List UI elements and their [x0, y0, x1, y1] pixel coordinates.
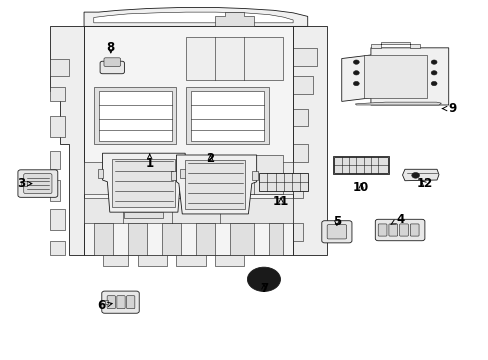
Text: 7: 7 — [259, 283, 267, 296]
FancyBboxPatch shape — [18, 170, 58, 197]
FancyBboxPatch shape — [117, 296, 125, 309]
Polygon shape — [94, 87, 176, 144]
Polygon shape — [50, 26, 84, 255]
Text: 11: 11 — [272, 195, 288, 208]
Text: 6: 6 — [97, 299, 112, 312]
Polygon shape — [402, 169, 438, 181]
Polygon shape — [127, 223, 147, 255]
Circle shape — [430, 60, 436, 64]
Polygon shape — [112, 158, 175, 207]
Polygon shape — [105, 300, 108, 304]
Text: 12: 12 — [415, 177, 432, 190]
Text: 8: 8 — [106, 41, 115, 54]
Polygon shape — [196, 223, 215, 255]
Polygon shape — [50, 152, 60, 169]
Polygon shape — [98, 169, 102, 178]
FancyBboxPatch shape — [326, 225, 346, 239]
Polygon shape — [50, 87, 64, 102]
Polygon shape — [94, 12, 292, 23]
Polygon shape — [180, 169, 187, 178]
Polygon shape — [176, 155, 256, 214]
Polygon shape — [50, 241, 64, 255]
Circle shape — [252, 271, 275, 288]
Polygon shape — [268, 223, 283, 255]
Polygon shape — [50, 180, 60, 202]
Polygon shape — [292, 223, 302, 241]
Polygon shape — [355, 102, 441, 105]
Polygon shape — [292, 109, 307, 126]
Polygon shape — [186, 87, 268, 144]
Polygon shape — [84, 198, 292, 223]
Polygon shape — [170, 171, 176, 180]
Polygon shape — [229, 223, 254, 255]
Circle shape — [430, 71, 436, 75]
FancyBboxPatch shape — [24, 174, 52, 194]
Polygon shape — [84, 8, 307, 26]
Bar — [363, 55, 426, 98]
Polygon shape — [292, 48, 317, 66]
FancyBboxPatch shape — [126, 296, 135, 309]
FancyBboxPatch shape — [409, 224, 418, 236]
Polygon shape — [259, 173, 307, 191]
FancyBboxPatch shape — [399, 224, 407, 236]
Polygon shape — [370, 42, 419, 48]
Polygon shape — [215, 255, 244, 266]
Polygon shape — [137, 255, 166, 266]
FancyBboxPatch shape — [388, 224, 397, 236]
FancyBboxPatch shape — [102, 291, 139, 313]
Polygon shape — [251, 171, 258, 180]
Polygon shape — [186, 37, 283, 80]
FancyBboxPatch shape — [321, 221, 351, 243]
Text: 9: 9 — [442, 102, 456, 115]
FancyBboxPatch shape — [107, 296, 115, 309]
Circle shape — [430, 81, 436, 86]
Polygon shape — [196, 155, 283, 194]
Polygon shape — [292, 180, 302, 198]
Polygon shape — [334, 157, 387, 173]
Polygon shape — [102, 153, 185, 212]
Circle shape — [259, 276, 268, 283]
Polygon shape — [215, 12, 254, 26]
Circle shape — [411, 172, 419, 178]
Circle shape — [353, 60, 359, 64]
Polygon shape — [84, 26, 292, 255]
Polygon shape — [84, 162, 292, 194]
Circle shape — [353, 71, 359, 75]
Circle shape — [247, 267, 280, 292]
Polygon shape — [292, 144, 307, 162]
Polygon shape — [341, 48, 448, 105]
Text: 2: 2 — [206, 152, 214, 165]
Polygon shape — [50, 208, 64, 230]
Polygon shape — [292, 26, 326, 255]
FancyBboxPatch shape — [374, 219, 424, 241]
Polygon shape — [176, 255, 205, 266]
Polygon shape — [99, 91, 171, 141]
Text: 5: 5 — [332, 215, 340, 228]
Polygon shape — [50, 116, 64, 137]
Polygon shape — [21, 181, 27, 186]
Polygon shape — [162, 223, 181, 255]
Polygon shape — [94, 223, 113, 255]
Polygon shape — [124, 212, 163, 217]
Polygon shape — [103, 255, 127, 266]
FancyBboxPatch shape — [100, 61, 124, 74]
Text: 1: 1 — [145, 154, 153, 170]
FancyBboxPatch shape — [377, 224, 386, 236]
Text: 4: 4 — [390, 213, 404, 226]
Circle shape — [353, 81, 359, 86]
FancyBboxPatch shape — [104, 58, 120, 66]
Polygon shape — [84, 26, 292, 255]
Polygon shape — [191, 91, 264, 141]
Polygon shape — [185, 160, 245, 208]
Text: 3: 3 — [17, 177, 32, 190]
Text: 10: 10 — [352, 181, 368, 194]
Polygon shape — [50, 59, 69, 76]
Polygon shape — [292, 76, 312, 94]
